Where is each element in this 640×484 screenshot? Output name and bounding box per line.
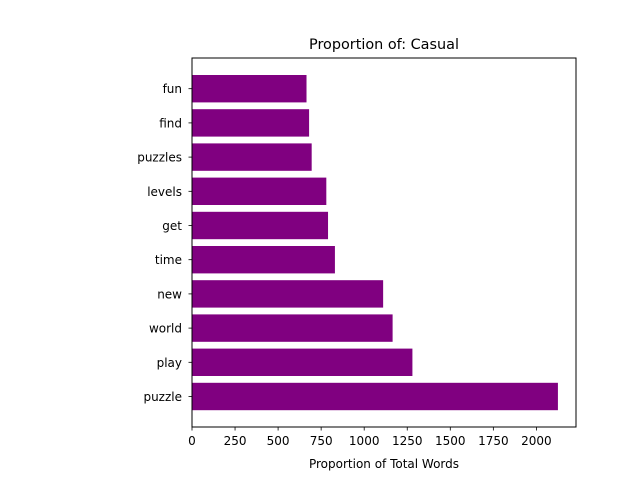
x-tick-label: 1250 xyxy=(392,434,423,448)
bar-fun xyxy=(192,75,307,103)
x-tick-label: 1500 xyxy=(435,434,466,448)
bar-find xyxy=(192,109,310,137)
bars-group xyxy=(192,75,558,411)
bar-new xyxy=(192,280,384,308)
chart-title: Proportion of: Casual xyxy=(309,37,459,53)
y-tick-label: get xyxy=(162,219,182,233)
y-tick-label: levels xyxy=(147,185,182,199)
x-tick-label: 500 xyxy=(267,434,290,448)
x-tick-label: 750 xyxy=(310,434,333,448)
y-tick-label: puzzle xyxy=(143,390,182,404)
bar-puzzle xyxy=(192,382,558,411)
bar-play xyxy=(192,348,413,376)
y-tick-label: fun xyxy=(163,82,182,96)
y-tick-label: play xyxy=(157,356,182,370)
y-tick-label: find xyxy=(159,116,182,130)
y-tick-label: world xyxy=(149,322,182,336)
bar-time xyxy=(192,246,335,274)
x-axis-label: Proportion of Total Words xyxy=(309,457,459,471)
bar-world xyxy=(192,314,393,342)
bar-get xyxy=(192,211,329,240)
plot-frame xyxy=(191,57,577,428)
x-tick-label: 1750 xyxy=(478,434,509,448)
y-tick-label: time xyxy=(155,253,182,267)
y-axis-ticks: puzzle play world new time get levels puzzles fi… xyxy=(137,82,192,404)
x-tick-label: 0 xyxy=(188,434,196,448)
x-axis-ticks: 0 250 500 750 1000 1250 1500 1750 2000 xyxy=(188,427,552,448)
bar-puzzles xyxy=(192,143,312,171)
x-tick-label: 250 xyxy=(224,434,247,448)
x-tick-label: 1000 xyxy=(349,434,380,448)
bar-levels xyxy=(192,177,327,205)
x-tick-label: 2000 xyxy=(521,434,552,448)
y-tick-label: puzzles xyxy=(137,151,182,165)
y-tick-label: new xyxy=(157,287,182,301)
